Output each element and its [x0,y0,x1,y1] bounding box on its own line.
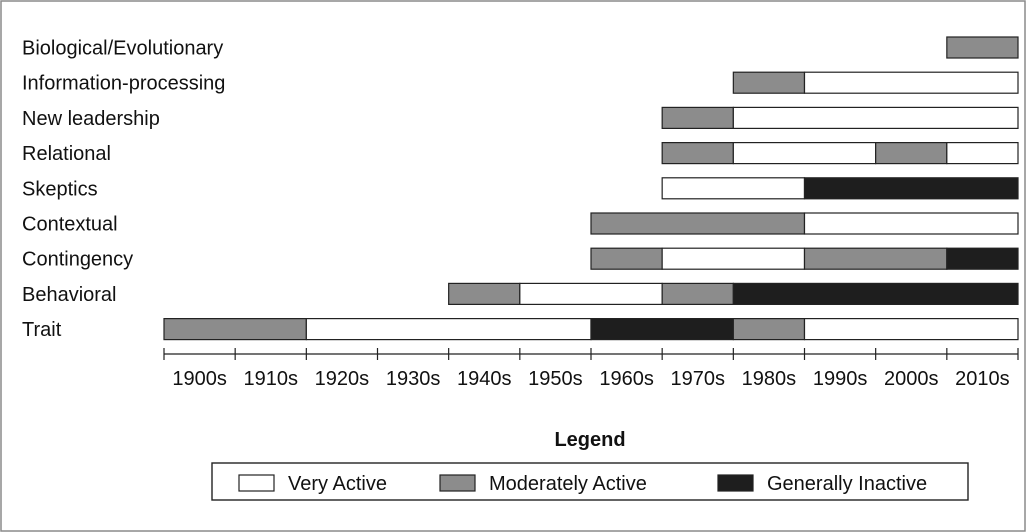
bar-segment-moderate [732,318,806,341]
chart-row: Contextual [22,212,1019,236]
legend-swatch-very [238,474,275,492]
bar-segment-moderate [661,282,734,305]
row-label: Trait [22,319,62,341]
chart-row: Trait [22,318,1019,341]
legend-title: Legend [554,429,625,451]
bar-segment-very [732,106,1019,130]
bar-segment-very [803,71,1019,94]
x-tick-label: 1910s [244,368,299,390]
x-tick-label: 2010s [955,368,1010,390]
chart-row: Behavioral [22,282,1019,306]
row-label: Contextual [22,214,118,236]
legend: Legend Very Active Moderately Active Genera… [211,429,969,501]
bar-segment-moderate [163,318,307,341]
bar-segment-very [661,177,806,200]
bar-segment-moderate [448,282,521,305]
x-tick-label: 1970s [671,368,726,390]
chart-row: Biological/Evolutionary [22,36,1019,60]
x-tick-label: 1920s [315,368,370,390]
rows-layer: Biological/Evolutionary Information-proce… [22,36,1019,341]
bar-segment-very [305,318,592,341]
chart-row: Relational [22,142,1019,165]
bar-segment-very [519,282,663,305]
bar-segment-inactive [803,177,1019,200]
bar-segment-moderate [946,36,1019,59]
chart-row: New leadership [22,106,1019,130]
x-tick-label: 1980s [742,368,797,390]
bar-segment-moderate [732,71,806,94]
x-axis: 1900s 1910s 1920s 1930s 1940s 1950s 1960s 1970s… [163,348,1019,390]
bar-segment-moderate [803,247,948,270]
bar-segment-moderate [590,247,663,270]
row-label: Contingency [22,249,133,271]
chart-row: Skeptics [22,177,1019,200]
bar-segment-inactive [590,318,734,341]
bar-segment-very [661,247,806,270]
legend-entry: Generally Inactive [717,473,927,495]
legend-label: Moderately Active [489,473,647,495]
bar-segment-moderate [661,106,734,130]
bar-segment-moderate [875,142,948,165]
bar-segment-inactive [946,247,1019,270]
bar-segment-very [732,142,877,165]
legend-swatch-moderate [439,474,476,492]
legend-entry: Moderately Active [439,473,647,495]
chart-row: Information-processing [22,71,1019,95]
x-tick-label: 1950s [528,368,583,390]
row-label: Biological/Evolutionary [22,38,223,60]
x-tick-label: 1990s [813,368,868,390]
bar-segment-moderate [661,142,734,165]
row-label: Behavioral [22,284,117,306]
bar-segment-moderate [590,212,806,235]
x-tick-label: 1960s [599,368,654,390]
legend-entry: Very Active [238,473,387,495]
legend-swatch-inactive [717,474,754,492]
legend-label: Very Active [288,473,387,495]
bar-segment-very [803,212,1019,235]
row-label: Skeptics [22,178,98,200]
bar-segment-very [803,318,1019,341]
x-tick-label: 2000s [884,368,939,390]
row-label: New leadership [22,108,160,130]
x-tick-label: 1900s [172,368,227,390]
x-tick-label: 1930s [386,368,441,390]
row-label: Relational [22,143,111,165]
x-tick-label: 1940s [457,368,512,390]
bar-segment-inactive [732,282,1019,305]
chart-row: Contingency [22,247,1019,271]
legend-box [211,462,969,501]
bar-segment-very [946,142,1019,165]
legend-label: Generally Inactive [767,473,927,495]
row-label: Information-processing [22,73,225,95]
